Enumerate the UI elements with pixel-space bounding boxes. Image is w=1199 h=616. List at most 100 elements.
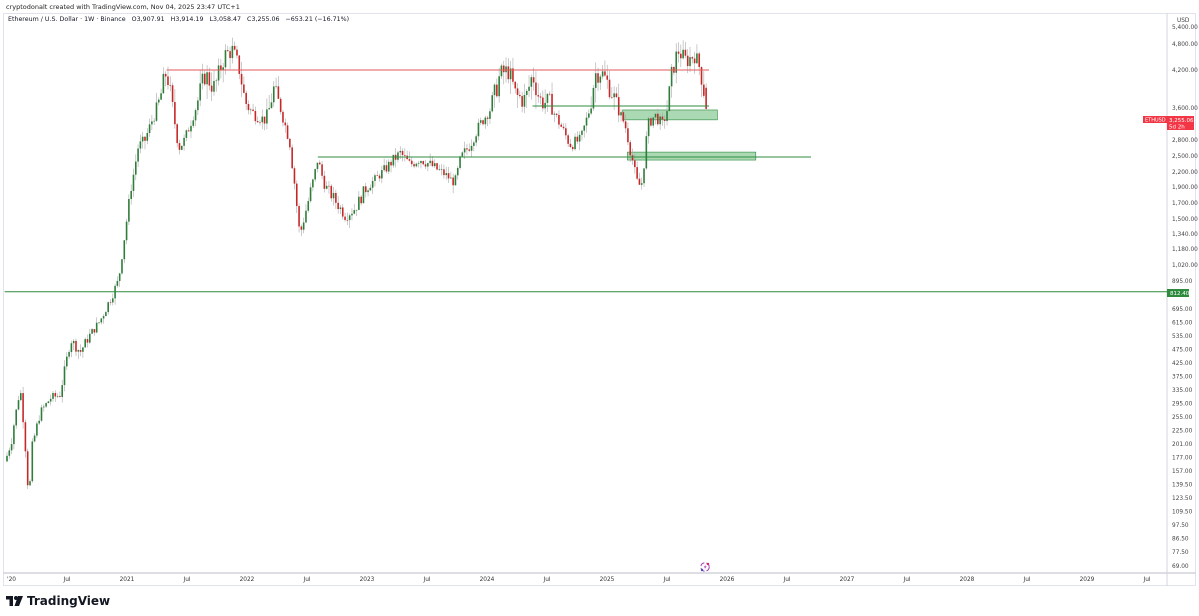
candle-down <box>226 50 229 52</box>
candle-up <box>645 136 648 169</box>
level-price-label: 812.40 <box>1167 289 1190 297</box>
price-tick-label: 123.50 <box>1172 496 1193 502</box>
candle-up <box>206 72 208 85</box>
candle-down <box>263 116 266 124</box>
legend-symbol[interactable]: Ethereum / U.S. Dollar · 1W · Binance <box>8 16 126 23</box>
candle-up <box>583 125 586 131</box>
price-tick-label: 139.50 <box>1172 483 1193 489</box>
symbol-legend[interactable]: Ethereum / U.S. Dollar · 1W · Binance O3… <box>8 16 353 23</box>
candle-down <box>169 85 172 86</box>
candle-up <box>146 132 149 141</box>
price-axis[interactable]: 5,400.00 4,800.00 4,200.00 3,600.00 2,800.00… <box>1172 25 1198 570</box>
candle-up <box>302 222 305 230</box>
candle-up <box>261 116 264 123</box>
candle-up <box>643 168 645 184</box>
candle-down <box>650 118 652 126</box>
candle-down <box>597 73 599 83</box>
candle-up <box>275 86 277 87</box>
candle-up <box>15 409 17 426</box>
candle-down <box>532 77 535 83</box>
level-price-box <box>1167 289 1189 297</box>
candle-up <box>445 173 448 176</box>
time-tick-label: Jul <box>1143 577 1151 583</box>
candle-up <box>477 122 480 137</box>
candle-down <box>243 84 245 93</box>
candle-up <box>654 113 657 118</box>
candle-up <box>387 161 390 172</box>
legend-high: H3,914.19 <box>170 16 204 23</box>
candle-up <box>272 86 275 103</box>
candle-up <box>491 95 494 112</box>
candle-down <box>555 113 558 115</box>
candle-up <box>137 148 139 162</box>
candle-up <box>160 93 162 100</box>
candle-down <box>466 148 468 150</box>
candle-down <box>59 396 61 397</box>
bar-countdown-text: 5d 2h <box>1169 125 1185 131</box>
candle-down <box>514 81 517 89</box>
time-tick-label: Jul <box>663 577 671 583</box>
candle-up <box>98 322 100 324</box>
time-tick-label: 2022 <box>240 577 255 583</box>
candle-down <box>502 65 505 73</box>
candle-down <box>176 124 178 144</box>
candle-down <box>404 155 406 156</box>
candle-up <box>484 117 487 125</box>
candle-down <box>535 82 537 96</box>
candle-up <box>38 420 40 424</box>
candle-down <box>703 84 705 96</box>
time-axis[interactable]: '20 Jul 2021 Jul 2022 Jul 2023 Jul 2024 Jul 2025 Ju… <box>7 577 1151 583</box>
candle-down <box>516 88 519 95</box>
candle-up <box>72 340 75 344</box>
candle-up <box>183 137 185 146</box>
last-price-label: ETHUSD 3,255.06 5d 2h <box>1143 116 1194 131</box>
candle-up <box>155 102 158 121</box>
candle-up <box>128 198 130 222</box>
candle-down <box>677 51 680 54</box>
events-marker-icon[interactable] <box>700 562 710 572</box>
time-tick-label: Jul <box>423 577 431 583</box>
candle-up <box>42 406 45 408</box>
candle-up <box>473 142 475 146</box>
time-tick-label: 2026 <box>720 577 735 583</box>
price-tick-label: 425.00 <box>1172 361 1193 367</box>
candle-down <box>341 207 344 217</box>
candle-up <box>454 175 457 186</box>
candle-down <box>519 94 521 97</box>
candle-up <box>647 118 650 137</box>
candle-up <box>77 350 80 352</box>
candle-down <box>378 175 381 179</box>
price-tick-label: 157.00 <box>1172 469 1193 475</box>
demand-zone-upper <box>622 109 718 121</box>
candle-down <box>236 49 238 56</box>
time-tick-label: 2024 <box>480 577 495 583</box>
price-tick-label: 295.00 <box>1172 402 1193 408</box>
candle-down <box>691 57 694 59</box>
candle-down <box>604 71 606 76</box>
candle-up <box>141 136 144 142</box>
candle-up <box>201 73 204 84</box>
candle-up <box>371 180 374 188</box>
candle-up <box>180 145 183 150</box>
candle-down <box>452 177 454 186</box>
candle-up <box>433 163 436 167</box>
candle-down <box>293 168 296 184</box>
time-tick-label: 2021 <box>120 577 135 583</box>
candle-down <box>344 216 346 220</box>
candle-down <box>663 119 666 121</box>
tradingview-logo[interactable]: TradingView <box>6 594 110 608</box>
candle-down <box>259 122 261 123</box>
candle-down <box>631 155 634 161</box>
candle-down <box>521 96 523 107</box>
price-tick-label: 177.00 <box>1172 456 1193 462</box>
candle-up <box>420 161 422 164</box>
candle-up <box>314 169 316 180</box>
candle-down <box>291 147 293 169</box>
candle-down <box>686 55 689 67</box>
candle-up <box>509 68 512 80</box>
candle-down <box>539 96 542 98</box>
candle-up <box>351 213 353 216</box>
candle-up <box>640 183 643 185</box>
candle-up <box>574 136 576 150</box>
